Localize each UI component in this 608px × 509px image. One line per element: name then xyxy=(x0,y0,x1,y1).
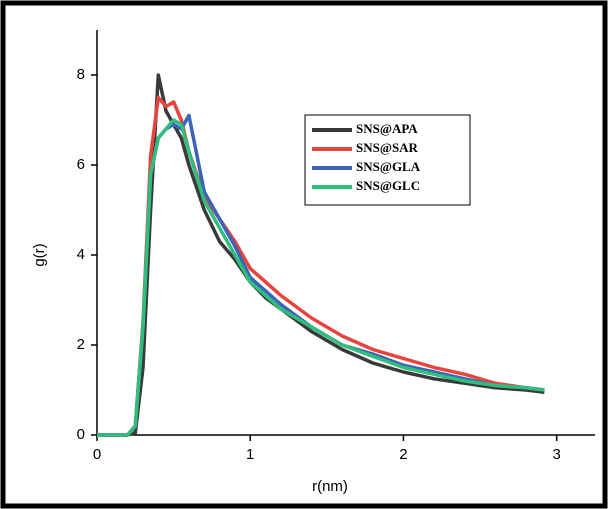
y-tick-label: 8 xyxy=(77,66,85,83)
x-tick-label: 2 xyxy=(399,446,407,463)
y-tick-label: 4 xyxy=(77,246,85,263)
x-tick-label: 1 xyxy=(246,446,254,463)
x-tick-label: 3 xyxy=(553,446,561,463)
legend-label: SNS@GLA xyxy=(356,159,421,174)
legend-label: SNS@SAR xyxy=(356,140,419,155)
y-tick-label: 2 xyxy=(77,336,85,353)
x-tick-label: 0 xyxy=(93,446,101,463)
y-axis-label: g(r) xyxy=(31,243,48,266)
x-axis-label: r(nm) xyxy=(312,478,348,495)
legend-label: SNS@APA xyxy=(356,121,418,136)
y-tick-label: 6 xyxy=(77,156,85,173)
y-tick-label: 0 xyxy=(77,426,85,443)
line-series xyxy=(97,118,545,437)
line-series xyxy=(97,73,545,437)
legend-label: SNS@GLC xyxy=(356,178,420,193)
